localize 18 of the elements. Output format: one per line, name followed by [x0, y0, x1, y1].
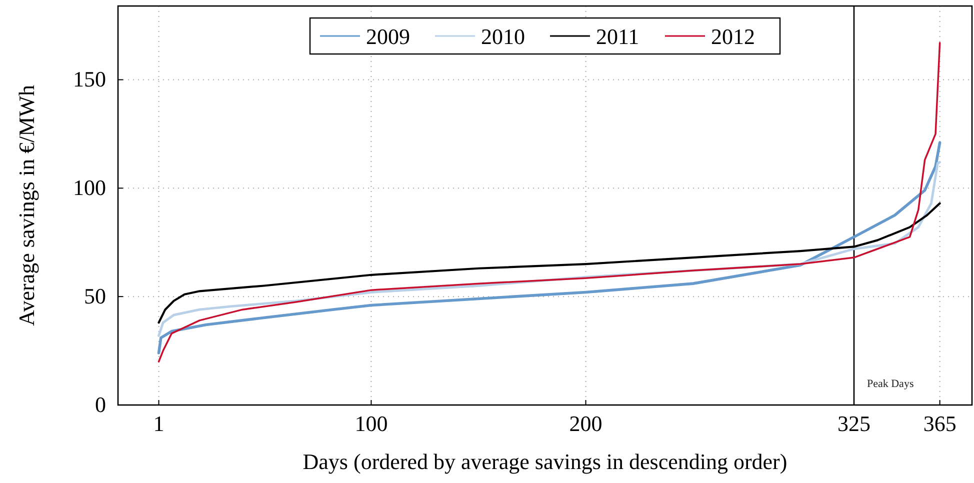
x-axis-title: Days (ordered by average savings in descending order) — [302, 449, 788, 474]
x-tick-label: 1 — [153, 411, 164, 436]
ref-line-label: Peak Days — [866, 378, 914, 390]
legend-label: 2010 — [481, 24, 525, 49]
x-tick-label: 365 — [923, 411, 956, 436]
legend-label: 2012 — [711, 24, 755, 49]
y-tick-label: 150 — [73, 66, 106, 92]
x-tick-label: 200 — [569, 411, 602, 436]
x-tick-label: 325 — [837, 411, 870, 436]
y-tick-label: 50 — [84, 284, 106, 309]
line-series — [158, 160, 942, 337]
x-tick-label: 100 — [354, 411, 388, 436]
y-axis-title: Average savings in €/MWh — [14, 85, 39, 326]
line-series — [157, 141, 942, 354]
legend-label: 2011 — [596, 24, 640, 49]
legend-label: 2009 — [366, 24, 410, 49]
y-tick-label: 100 — [73, 175, 106, 200]
y-tick-label: 0 — [95, 392, 106, 417]
